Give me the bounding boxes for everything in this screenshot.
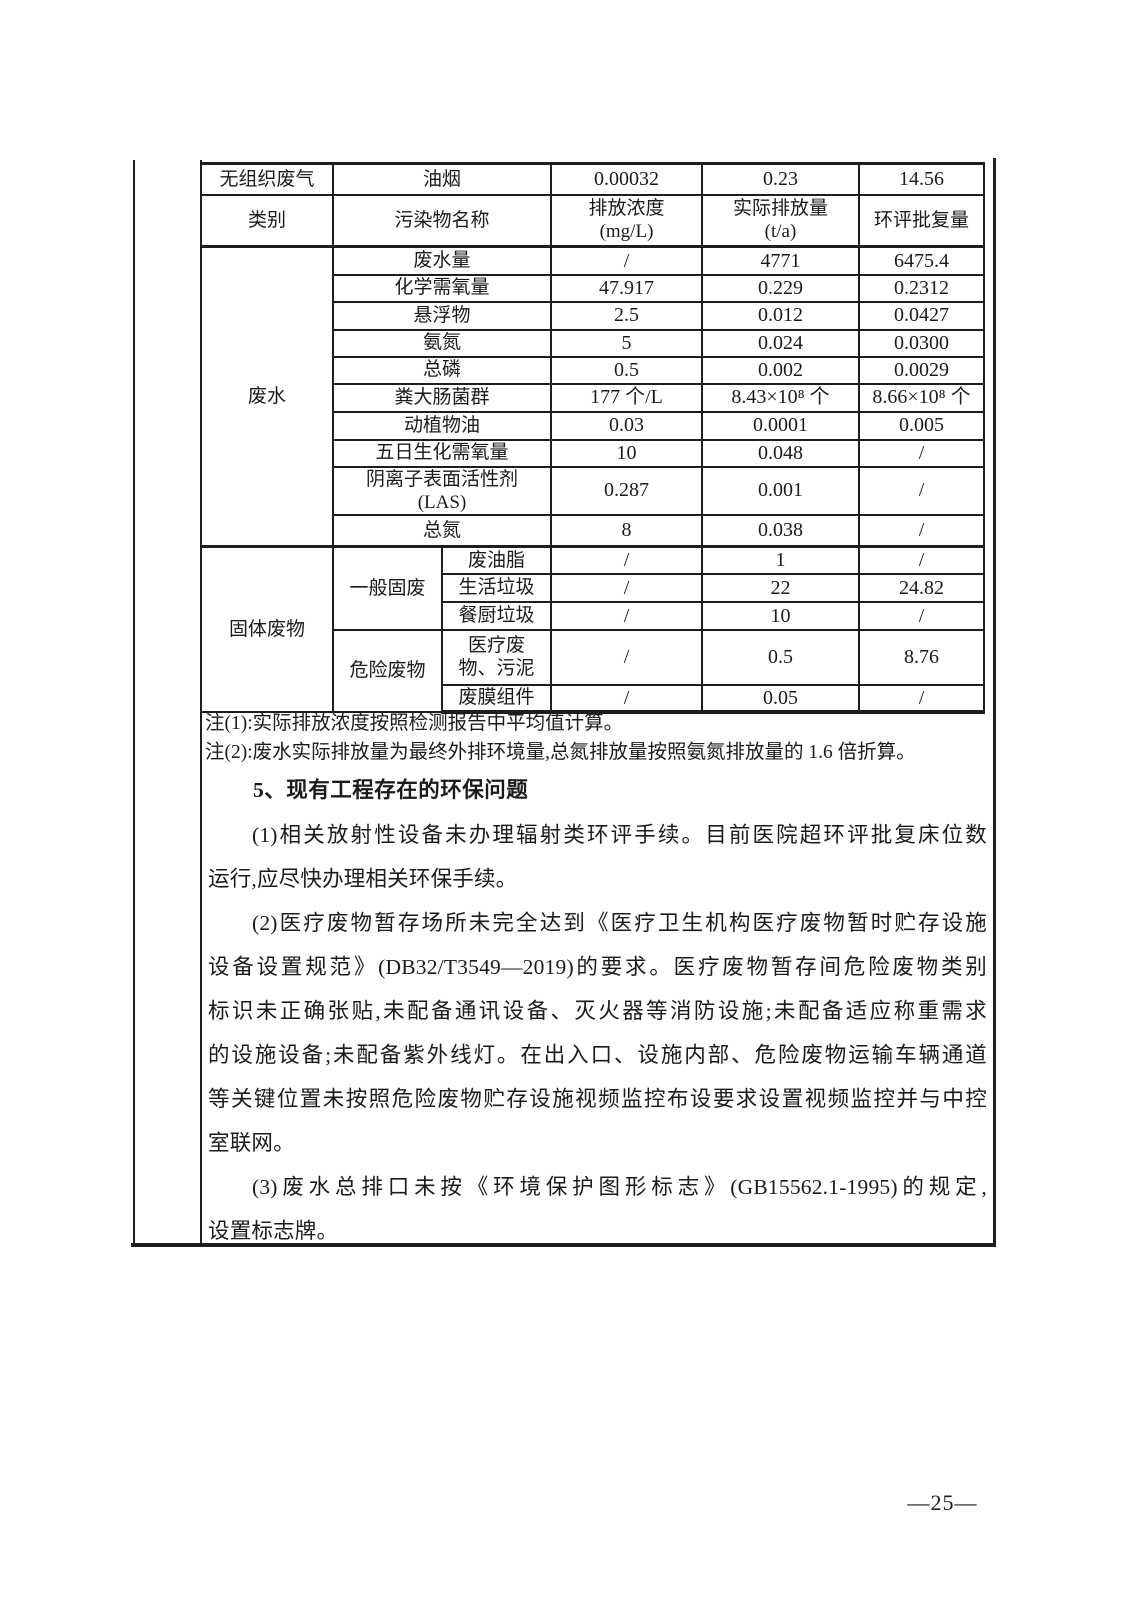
pollutant-cell: 阴离子表面活性剂 (LAS): [332, 465, 552, 516]
subcategory-cell: 一般固废: [332, 545, 443, 631]
value-cell: 24.82: [858, 572, 985, 603]
value-cell: 0.287: [550, 465, 703, 516]
value-cell: 8: [550, 513, 703, 548]
pollutant-cell: 油烟: [332, 162, 552, 196]
value-cell: 4771: [701, 245, 860, 276]
value-cell: 8.66×10⁸ 个: [858, 382, 985, 413]
pollutant-cell: 废油脂: [441, 545, 552, 575]
value-cell: /: [550, 683, 703, 715]
category-cell: 废水: [200, 245, 334, 548]
pollutant-cell: 生活垃圾: [441, 572, 552, 603]
body-line: 标识未正确张贴,未配备通讯设备、灭火器等消防设施;未配备适应称重需求: [208, 999, 987, 1023]
body-line: 室联网。: [208, 1131, 295, 1155]
section-heading: 5、现有工程存在的环保问题: [253, 778, 529, 802]
body-line: 设置标志牌。: [208, 1219, 339, 1243]
page-number: —25—: [907, 1490, 978, 1515]
body-line: 等关键位置未按照危险废物贮存设施视频监控布设要求设置视频监控并与中控: [208, 1087, 987, 1111]
value-cell: /: [550, 245, 703, 276]
note-line: 注(2):废水实际排放量为最终外排环境量,总氮排放量按照氨氮排放量的 1.6 倍…: [205, 742, 916, 763]
header-concentration-cell: 排放浓度 (mg/L): [550, 193, 703, 248]
value-cell: /: [858, 465, 985, 516]
value-cell: /: [550, 628, 703, 686]
pollutant-cell: 五日生化需氧量: [332, 438, 552, 468]
value-cell: 0.00032: [550, 162, 703, 196]
value-cell: 10: [550, 438, 703, 468]
value-cell: 0.012: [701, 300, 860, 331]
value-cell: /: [550, 572, 703, 603]
value-cell: 0.0001: [701, 410, 860, 441]
category-cell: 固体废物: [200, 545, 334, 714]
value-cell: /: [858, 513, 985, 548]
value-cell: /: [550, 545, 703, 575]
value-cell: 0.05: [701, 683, 860, 715]
value-cell: 5: [550, 328, 703, 358]
pollutant-cell: 氨氮: [332, 328, 552, 358]
body-line: 设备设置规范》(DB32/T3549—2019)的要求。医疗废物暂存间危险废物类…: [208, 955, 987, 979]
pollutant-cell: 废水量: [332, 245, 552, 276]
value-cell: 0.048: [701, 438, 860, 468]
value-cell: 0.0029: [858, 355, 985, 385]
subcategory-cell: 危险废物: [332, 628, 443, 714]
value-cell: /: [550, 600, 703, 631]
pollutant-cell: 废膜组件: [441, 683, 552, 715]
value-cell: /: [858, 600, 985, 631]
value-cell: /: [858, 545, 985, 575]
category-cell: 无组织废气: [200, 162, 334, 196]
value-cell: /: [858, 438, 985, 468]
value-cell: 0.5: [701, 628, 860, 686]
body-line: (3)废水总排口未按《环境保护图形标志》(GB15562.1-1995)的规定,: [252, 1175, 987, 1199]
frame-left-border: [133, 160, 135, 1246]
value-cell: 0.5: [550, 355, 703, 385]
value-cell: 2.5: [550, 300, 703, 331]
value-cell: 0.2312: [858, 273, 985, 303]
value-cell: 47.917: [550, 273, 703, 303]
body-line: 运行,应尽快办理相关环保手续。: [208, 867, 518, 891]
pollutant-cell: 化学需氧量: [332, 273, 552, 303]
header-actual-cell: 实际排放量 (t/a): [701, 193, 860, 248]
value-cell: 6475.4: [858, 245, 985, 276]
value-cell: 0.002: [701, 355, 860, 385]
header-approved-cell: 环评批复量: [858, 193, 985, 248]
frame-right-border: [993, 158, 996, 1246]
header-pollutant-cell: 污染物名称: [332, 193, 552, 248]
body-line: 的设施设备;未配备紫外线灯。在出入口、设施内部、危险废物运输车辆通道: [208, 1043, 987, 1067]
table-notes: 注(1):实际排放浓度按照检测报告中平均值计算。 注(2):废水实际排放量为最终…: [205, 709, 991, 767]
value-cell: 177 个/L: [550, 382, 703, 413]
value-cell: 1: [701, 545, 860, 575]
body-line: (2)医疗废物暂存场所未完全达到《医疗卫生机构医疗废物暂时贮存设施: [252, 911, 987, 935]
paragraph-3: (3)废水总排口未按《环境保护图形标志》(GB15562.1-1995)的规定,…: [208, 1165, 987, 1253]
pollutant-cell: 动植物油: [332, 410, 552, 441]
pollutant-cell: 医疗废 物、污泥: [441, 628, 552, 686]
value-cell: 10: [701, 600, 860, 631]
pollutant-cell: 粪大肠菌群: [332, 382, 552, 413]
note-line: 注(1):实际排放浓度按照检测报告中平均值计算。: [205, 713, 624, 734]
value-cell: 0.005: [858, 410, 985, 441]
value-cell: 22: [701, 572, 860, 603]
pollutant-cell: 总磷: [332, 355, 552, 385]
pollutant-cell: 餐厨垃圾: [441, 600, 552, 631]
body-line: (1)相关放射性设备未办理辐射类环评手续。目前医院超环评批复床位数: [252, 823, 987, 847]
frame-bottom-border: [131, 1243, 996, 1247]
value-cell: 0.23: [701, 162, 860, 196]
value-cell: 0.03: [550, 410, 703, 441]
value-cell: 0.229: [701, 273, 860, 303]
value-cell: 0.0427: [858, 300, 985, 331]
value-cell: 0.038: [701, 513, 860, 548]
paragraph-1: (1)相关放射性设备未办理辐射类环评手续。目前医院超环评批复床位数 运行,应尽快…: [208, 813, 987, 901]
value-cell: 0.024: [701, 328, 860, 358]
value-cell: /: [858, 683, 985, 715]
header-category-cell: 类别: [200, 193, 334, 248]
pollutant-cell: 总氮: [332, 513, 552, 548]
value-cell: 8.43×10⁸ 个: [701, 382, 860, 413]
value-cell: 14.56: [858, 162, 985, 196]
paragraph-2: (2)医疗废物暂存场所未完全达到《医疗卫生机构医疗废物暂时贮存设施 设备设置规范…: [208, 901, 987, 1165]
value-cell: 0.0300: [858, 328, 985, 358]
value-cell: 0.001: [701, 465, 860, 516]
emissions-table: 无组织废气 油烟 0.00032 0.23 14.56 类别 污染物名称 排放浓…: [200, 162, 985, 715]
pollutant-cell: 悬浮物: [332, 300, 552, 331]
value-cell: 8.76: [858, 628, 985, 686]
